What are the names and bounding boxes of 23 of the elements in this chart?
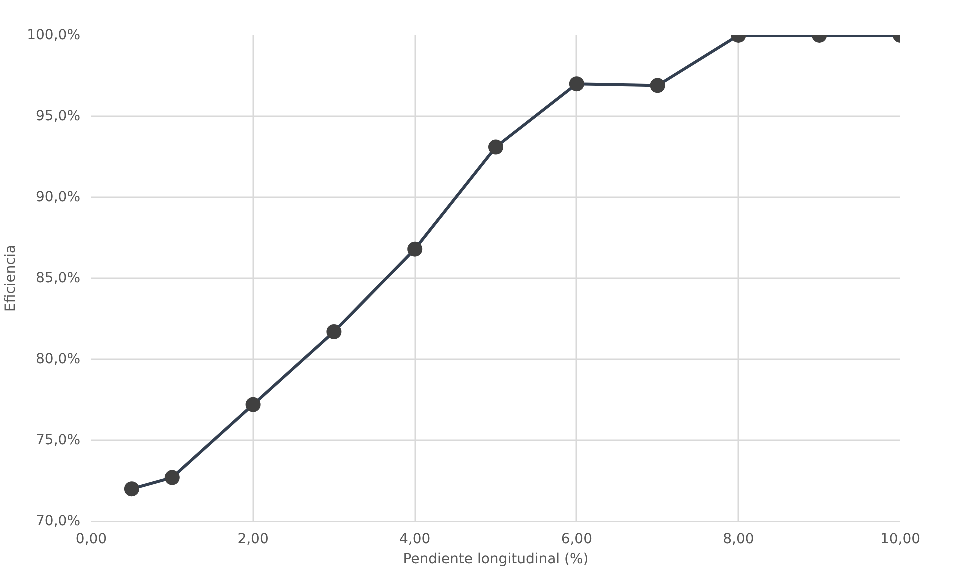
point	[488, 140, 504, 155]
x-axis-title: Pendiente longitudinal (%)	[403, 552, 589, 568]
point	[569, 76, 584, 92]
x-tick-label: 8,00	[723, 532, 754, 548]
y-axis-title: Eficiencia	[3, 245, 20, 312]
point	[326, 324, 342, 340]
point	[650, 78, 666, 94]
point	[164, 470, 180, 486]
x-tick-label: 6,00	[561, 532, 592, 548]
x-tick-label: 4,00	[400, 532, 431, 548]
y-tick-label: 100,0%	[27, 28, 81, 44]
x-tick-label: 2,00	[238, 532, 269, 548]
y-tick-label: 85,0%	[36, 270, 81, 286]
y-tick-label: 80,0%	[36, 352, 81, 368]
x-tick-label: 10,00	[880, 532, 921, 548]
y-tick-label: 70,0%	[36, 514, 81, 530]
y-tick-label: 90,0%	[36, 190, 81, 206]
y-tick-label: 95,0%	[36, 108, 81, 124]
point	[246, 397, 261, 412]
point	[408, 242, 423, 257]
x-tick-label: 0,00	[76, 532, 108, 548]
y-tick-label: 75,0%	[36, 432, 81, 448]
point	[124, 482, 140, 497]
